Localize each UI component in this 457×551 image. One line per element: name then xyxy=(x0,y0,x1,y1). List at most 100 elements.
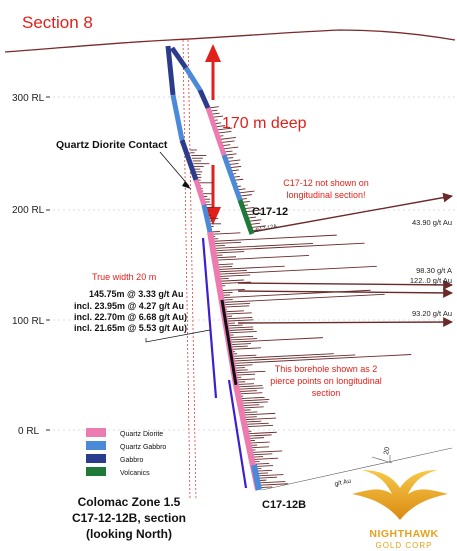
assay-bar xyxy=(211,234,337,242)
assay-bar xyxy=(222,146,239,150)
section-title: Section 8 xyxy=(22,13,93,32)
assay-bar xyxy=(233,354,356,362)
assay-bar xyxy=(213,251,245,254)
pierce-note: This borehole shown as 2 pierce points o… xyxy=(270,364,382,398)
assay-bar xyxy=(219,279,245,282)
assay-bar xyxy=(220,288,245,292)
assay-bar xyxy=(216,265,233,268)
assay-bar xyxy=(223,305,250,308)
svg-text:g/t Au: g/t Au xyxy=(334,478,352,488)
assay-bar xyxy=(216,263,234,266)
assay-bar xyxy=(240,392,263,395)
svg-text:20: 20 xyxy=(383,446,391,455)
assay-bar xyxy=(234,364,253,367)
svg-text:43.90 g/t Au: 43.90 g/t Au xyxy=(412,218,452,227)
assay-bar xyxy=(224,310,244,313)
assay-bar xyxy=(245,422,269,425)
assay-bar xyxy=(242,404,260,407)
assay-bar xyxy=(239,390,257,392)
depth-label: 170 m deep xyxy=(222,115,307,132)
assay-bar xyxy=(212,241,242,245)
svg-text:122..0 g/t Au: 122..0 g/t Au xyxy=(410,276,452,285)
assay-bar xyxy=(237,378,255,381)
assay-bar xyxy=(231,347,262,350)
assay-bar xyxy=(238,383,254,385)
intercept-summary: 145.75m @ 3.33 g/t Au incl. 23.95m @ 4.2… xyxy=(74,289,187,333)
assay-bar xyxy=(247,434,272,437)
assay-bar xyxy=(243,411,258,414)
assay-bar xyxy=(247,431,277,435)
assay-bar xyxy=(213,242,314,249)
svg-text:pierce points on longitudinal: pierce points on longitudinal xyxy=(270,376,382,386)
assay-bar xyxy=(242,406,264,409)
rl-axis: 300 RL 200 RL 100 RL 0 RL xyxy=(12,93,50,437)
assay-bar xyxy=(256,481,286,484)
assay-bar xyxy=(217,269,247,273)
svg-text:This borehole shown as 2: This borehole shown as 2 xyxy=(275,364,378,374)
assay-bar xyxy=(237,190,255,194)
assay-bar xyxy=(241,401,268,404)
assay-bar xyxy=(244,417,277,421)
assay-bar xyxy=(257,483,289,486)
assay-bar xyxy=(226,317,253,320)
assay-bar xyxy=(213,242,365,252)
assay-bar xyxy=(240,396,265,399)
svg-text:(looking North): (looking North) xyxy=(86,527,172,541)
hawk-wings-icon xyxy=(352,470,448,520)
assay-bar xyxy=(219,281,251,285)
legend-swatch-quartz-diorite xyxy=(86,428,106,437)
assay-bar xyxy=(252,457,279,460)
assay-bar xyxy=(223,302,250,306)
assay-bar xyxy=(239,387,264,390)
assay-bar xyxy=(223,293,385,303)
legend-label-volcanics: Volcanics xyxy=(120,470,150,477)
section-window-lines xyxy=(182,39,197,501)
high-grade-arrows xyxy=(237,192,453,327)
svg-text:145.75m @ 3.33 g/t Au: 145.75m @ 3.33 g/t Au xyxy=(89,289,183,299)
rl-label-0: 0 RL xyxy=(18,426,40,437)
lithology-legend: Quartz Diorite Quartz Gabbro Gabbro Volc… xyxy=(86,428,166,477)
assay-bar xyxy=(233,354,257,357)
assay-labels: 43.90 g/t Au 98.30 g/t A 122..0 g/t Au 9… xyxy=(410,218,452,318)
assay-bar xyxy=(226,319,254,322)
legend-swatch-quartz-gabbro xyxy=(86,441,106,450)
svg-text:incl. 21.65m @ 5.53 g/t Au): incl. 21.65m @ 5.53 g/t Au) xyxy=(74,323,187,333)
assay-bar xyxy=(246,424,274,428)
logo-name: NIGHTHAWK xyxy=(369,528,438,540)
assay-bar xyxy=(244,412,276,416)
assay-bar xyxy=(245,212,262,216)
assay-bar xyxy=(249,441,270,444)
grade-scale: 20 g/t Au xyxy=(261,446,453,491)
assay-bar xyxy=(216,265,285,270)
true-width-label: True width 20 m xyxy=(92,272,156,282)
svg-text:incl. 23.95m @ 4.27 g/t Au: incl. 23.95m @ 4.27 g/t Au xyxy=(74,301,184,311)
c1712b-hole-label: C17-12B xyxy=(262,499,306,511)
assay-bar xyxy=(214,256,237,259)
topography-line xyxy=(4,29,456,53)
assay-bar xyxy=(244,416,257,418)
legend-swatch-volcanics xyxy=(86,467,106,476)
gabbro-dykes xyxy=(201,237,248,489)
logo-sub: GOLD CORP xyxy=(375,541,432,550)
contact-label: Quartz Diorite Contact xyxy=(56,139,168,151)
assay-bar xyxy=(218,274,251,278)
contact-pointer xyxy=(159,151,190,187)
svg-text:section: section xyxy=(312,388,341,398)
svg-text:incl. 22.70m @ 6.68 g/t Au): incl. 22.70m @ 6.68 g/t Au) xyxy=(74,312,187,322)
assay-bar xyxy=(229,335,254,338)
svg-text:longitudinal section!: longitudinal section! xyxy=(286,190,365,200)
assay-bar xyxy=(230,338,258,341)
assay-bar xyxy=(210,232,241,235)
svg-text:C17-12 not shown on: C17-12 not shown on xyxy=(283,178,369,188)
depth-indicator: 170 m deep xyxy=(205,44,307,225)
assay-bar xyxy=(250,446,270,449)
assay-bar xyxy=(235,369,248,371)
rl-label-100: 100 RL xyxy=(12,316,45,327)
assay-bar xyxy=(227,324,243,327)
assay-bar xyxy=(215,127,233,131)
nighthawk-logo: NIGHTHAWK GOLD CORP xyxy=(352,470,448,550)
assay-bar xyxy=(234,354,412,364)
legend-swatch-gabbro xyxy=(86,454,106,463)
assay-bar xyxy=(228,328,254,331)
legend-label-quartz-gabbro: Quartz Gabbro xyxy=(120,444,166,451)
